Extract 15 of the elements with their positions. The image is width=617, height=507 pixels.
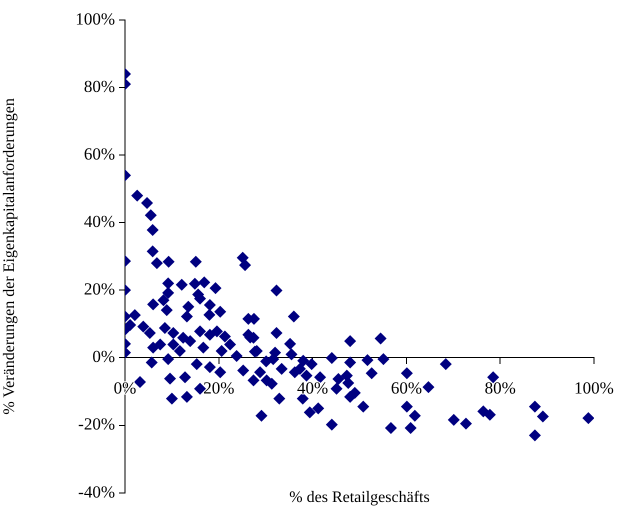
x-tick-label: 100% bbox=[574, 378, 614, 398]
y-tick-label: 40% bbox=[84, 212, 115, 232]
y-tick-label: 100% bbox=[75, 9, 115, 28]
y-tick-label: 20% bbox=[84, 280, 115, 299]
y-tick-label: 80% bbox=[84, 77, 115, 96]
x-tick-label: 80% bbox=[484, 378, 516, 398]
y-tick-label: -20% bbox=[78, 414, 115, 434]
y-tick-label: 0% bbox=[92, 347, 115, 366]
x-tick-label: 60% bbox=[390, 378, 422, 398]
y-axis-title: % Veränderungen der Eigenkapitalanforderungen bbox=[0, 98, 18, 415]
x-tick-label: 20% bbox=[203, 378, 234, 398]
y-tick-label: 60% bbox=[84, 144, 115, 164]
x-axis-title: % des Retailgeschäfts bbox=[289, 489, 430, 506]
y-tick-label: -40% bbox=[78, 482, 115, 502]
x-tick-label: 40% bbox=[297, 378, 328, 398]
